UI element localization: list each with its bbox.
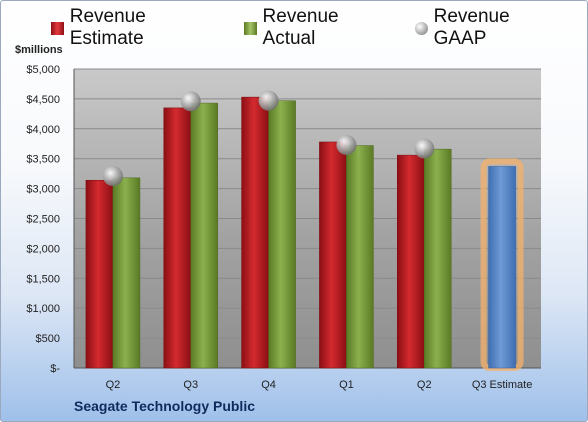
- x-tick-label: Q2: [417, 379, 432, 391]
- bar-actual: [268, 100, 296, 369]
- bar-estimate-projected: [488, 166, 516, 369]
- bar-actual: [346, 145, 374, 369]
- bar-estimate: [319, 141, 347, 369]
- legend-swatch-estimate: [51, 21, 64, 35]
- x-tick-label: Q3 Estimate: [472, 379, 533, 391]
- bar-actual: [424, 148, 452, 369]
- y-tick-label: $5,000: [26, 64, 60, 76]
- legend-swatch-actual: [243, 21, 257, 35]
- legend-item-actual: Revenue Actual: [243, 6, 393, 50]
- bar-estimate: [241, 96, 269, 369]
- y-tick-label: $1,500: [26, 273, 60, 285]
- bar-estimate: [163, 107, 191, 369]
- legend-item-estimate: Revenue Estimate: [51, 6, 222, 50]
- bar-estimate: [397, 154, 425, 369]
- legend-label-estimate: Revenue Estimate: [69, 6, 146, 49]
- y-tick-label: $4,500: [26, 94, 60, 106]
- x-tick-label: Q1: [339, 379, 354, 391]
- y-tick-label: $500: [36, 333, 60, 345]
- bar-actual: [112, 177, 141, 369]
- chart-legend: Revenue Estimate Revenue Actual Revenue …: [51, 6, 587, 49]
- y-tick-label: $-: [50, 363, 60, 375]
- gaap-marker: [180, 91, 201, 112]
- bar-estimate: [85, 179, 114, 369]
- y-axis-unit-label: $millions: [15, 44, 63, 56]
- y-tick-label: $2,000: [26, 243, 60, 255]
- legend-label-gaap: Revenue GAAP: [433, 6, 510, 49]
- y-tick-label: $4,000: [26, 124, 60, 136]
- legend-swatch-gaap: [414, 21, 428, 35]
- bar-actual: [190, 102, 218, 369]
- x-tick-label: Q4: [261, 379, 276, 391]
- legend-label-actual: Revenue Actual: [262, 6, 339, 49]
- company-name: Seagate Technology Public: [74, 398, 256, 414]
- y-tick-label: $3,500: [26, 154, 60, 166]
- x-tick-label: Q2: [106, 379, 121, 391]
- y-tick-label: $1,000: [26, 303, 60, 315]
- gaap-marker: [336, 134, 357, 155]
- x-tick-label: Q3: [183, 379, 198, 391]
- gaap-marker: [102, 166, 123, 187]
- legend-item-gaap: Revenue GAAP: [414, 6, 565, 50]
- gaap-marker: [414, 138, 435, 159]
- y-tick-label: $2,500: [26, 214, 60, 226]
- gaap-marker: [258, 90, 279, 111]
- y-tick-label: $3,000: [26, 184, 60, 196]
